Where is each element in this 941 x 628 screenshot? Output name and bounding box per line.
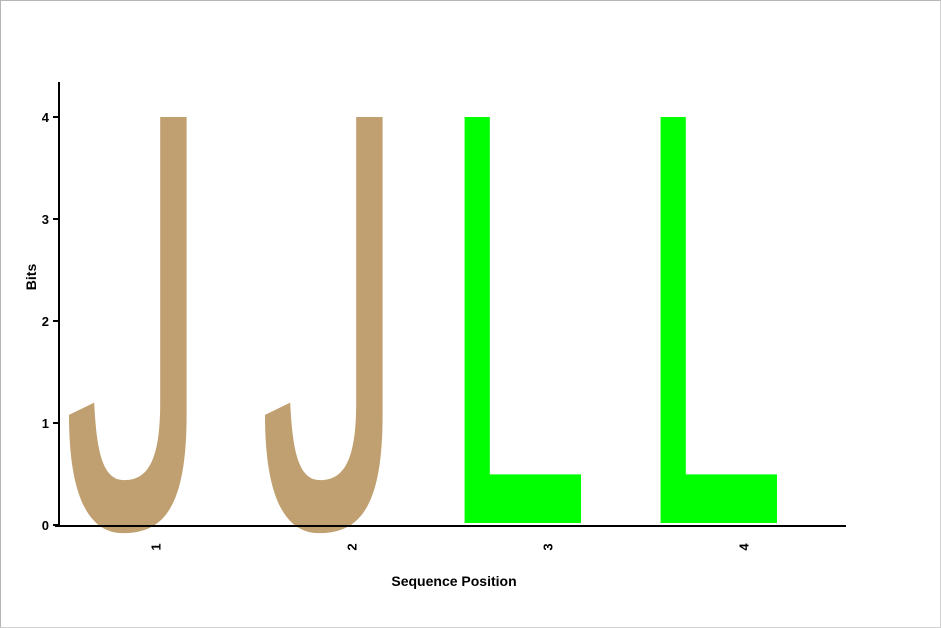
logo-letter-l-pos4 — [660, 117, 777, 523]
y-tick-label-0: 0 — [42, 518, 49, 533]
y-tick-label-4: 4 — [42, 110, 50, 125]
logo-letter-j-pos2 — [265, 117, 383, 534]
y-tick-label-1: 1 — [42, 416, 49, 431]
logo-letter-j-pos1 — [69, 117, 187, 534]
logo-letter-l-pos3 — [464, 117, 581, 523]
y-axis-title: Bits — [23, 264, 39, 291]
x-tick-label-1: 1 — [148, 543, 163, 550]
x-tick-label-2: 2 — [344, 543, 359, 550]
x-tick-label-4: 4 — [736, 543, 751, 551]
x-tick-label-3: 3 — [540, 543, 555, 550]
x-axis-title: Sequence Position — [391, 573, 516, 589]
y-tick-label-2: 2 — [42, 314, 49, 329]
y-tick-label-3: 3 — [42, 212, 49, 227]
